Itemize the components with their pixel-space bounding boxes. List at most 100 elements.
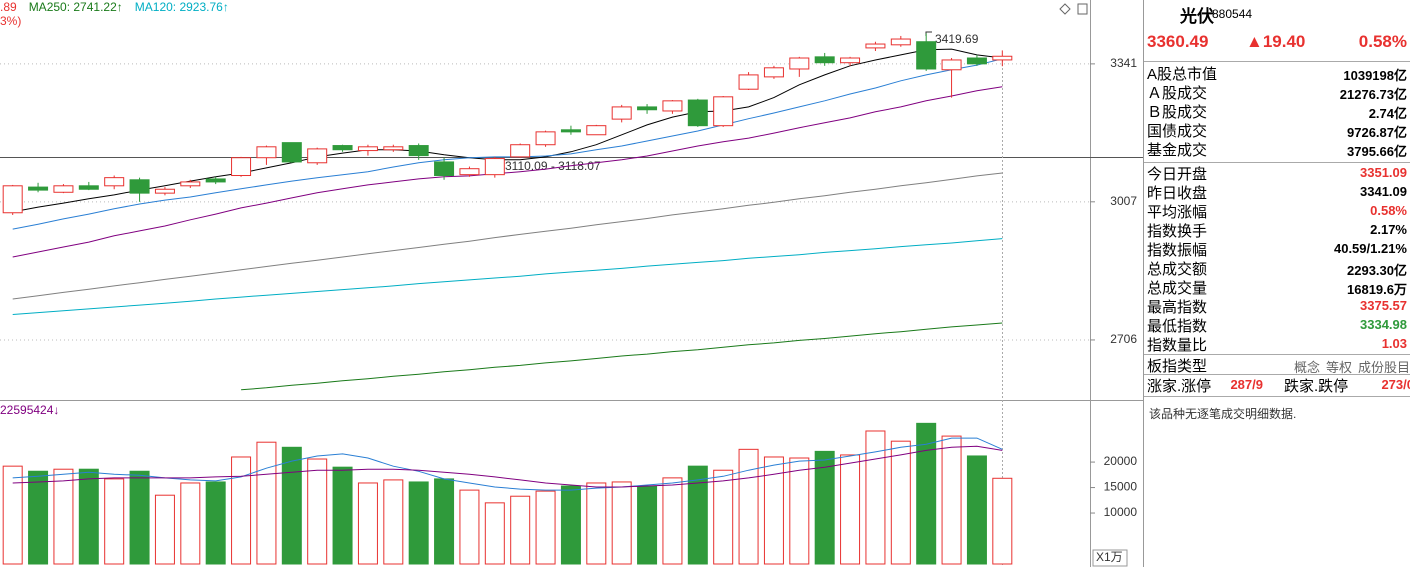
- candle-body: [256, 146, 277, 159]
- volume-bar: [941, 435, 962, 565]
- row-value: 3341.09: [1360, 184, 1407, 199]
- y-tick-label: 15000: [1104, 480, 1138, 494]
- candle-body: [78, 185, 99, 190]
- volume-bar: [687, 465, 708, 565]
- candle-body: [840, 57, 861, 64]
- volume-bar: [53, 468, 74, 565]
- volume-bar: [890, 440, 911, 565]
- candle-body: [586, 125, 607, 136]
- candle-body: [763, 67, 784, 78]
- row-label: 指数量比: [1147, 337, 1208, 354]
- row-value: 0.58%: [1370, 203, 1407, 218]
- row-label: 基金成交: [1147, 142, 1208, 159]
- legend-item: 3%): [0, 14, 21, 28]
- y-tick-label: 2706: [1110, 332, 1137, 346]
- volume-bar: [28, 470, 49, 565]
- row-value: 40.59/1.21%: [1333, 241, 1407, 256]
- row-label: A股总市值: [1147, 66, 1218, 83]
- y-tick-label: 3341: [1110, 56, 1137, 70]
- candle-body: [408, 145, 429, 157]
- change-pct: 0.58%: [1358, 32, 1407, 51]
- breadth-down-label: 跌家.跌停: [1284, 378, 1349, 395]
- volume-bar: [307, 458, 328, 565]
- candle-body: [865, 43, 886, 49]
- volume-bar: [383, 479, 404, 565]
- volume-bar: [484, 502, 505, 565]
- icon-window[interactable]: [1077, 3, 1088, 15]
- annotation-pointer: [925, 31, 932, 36]
- ma-line: [12, 172, 1003, 300]
- volume-bar: [966, 455, 987, 565]
- ma-line: [12, 445, 1003, 488]
- volume-bar: [332, 466, 353, 565]
- row-value: 3795.66亿: [1347, 144, 1407, 159]
- row-label: 国债成交: [1147, 123, 1208, 140]
- volume-bar: [357, 482, 378, 565]
- row-value: 3334.98: [1360, 317, 1407, 332]
- separator: [1144, 354, 1410, 355]
- candle-body: [2, 185, 23, 214]
- candle-body: [535, 131, 556, 146]
- row-label: Ｂ股成交: [1147, 104, 1208, 121]
- row-value: 3351.09: [1360, 165, 1407, 180]
- icon-diamond[interactable]: [1059, 3, 1071, 15]
- volume-bar: [129, 470, 150, 565]
- y-tick-label: 10000: [1104, 505, 1138, 519]
- candle-body: [154, 188, 175, 194]
- volume-bar: [459, 489, 480, 565]
- breadth-down-value: 273/0: [1381, 377, 1410, 392]
- candle-body: [966, 57, 987, 65]
- volume-bar: [789, 457, 810, 565]
- volume-bar: [2, 465, 23, 565]
- volume-bar: [662, 477, 683, 565]
- breadth-up-value: 287/9: [1230, 377, 1263, 392]
- volume-bar: [535, 490, 556, 565]
- candle-body: [662, 100, 683, 112]
- legend-item: .89: [0, 0, 17, 14]
- volume-bar: [560, 485, 581, 565]
- ma-line: [12, 238, 1003, 315]
- candle-body: [104, 177, 125, 187]
- candle-body: [205, 178, 226, 183]
- unit-box: [1092, 549, 1128, 567]
- row-label: 昨日收盘: [1147, 185, 1208, 202]
- candle-body: [129, 179, 150, 194]
- candle-body: [890, 38, 911, 46]
- volume-bar: [637, 485, 658, 565]
- volume-bar: [205, 481, 226, 565]
- volume-bar: [586, 482, 607, 565]
- sector-option[interactable]: 等权: [1326, 360, 1353, 375]
- sector-option[interactable]: 成份股目: [1358, 360, 1410, 375]
- row-label: 平均涨幅: [1147, 204, 1208, 221]
- candle-body: [357, 146, 378, 152]
- row-label: 指数换手: [1147, 223, 1208, 240]
- row-label: 总成交额: [1147, 261, 1208, 278]
- candle-body: [281, 142, 302, 163]
- candle-body: [738, 74, 759, 90]
- volume-bar: [180, 482, 201, 565]
- row-value: 2.17%: [1370, 222, 1407, 237]
- volume-bar: [611, 481, 632, 565]
- price: 3360.49: [1147, 32, 1209, 51]
- row-value: 2293.30亿: [1347, 263, 1407, 278]
- info-panel: 光伏 880544 3360.49 ▲19.40 0.58% A股总市值 1039198亿 Ａ…: [1143, 0, 1410, 567]
- volume-unit: X1万: [1096, 550, 1123, 564]
- row-value: 9726.87亿: [1347, 125, 1407, 140]
- row-value: 16819.6万: [1347, 282, 1407, 297]
- row-label: 最低指数: [1147, 318, 1208, 335]
- annotation-range: 3110.09 - 3118.07: [505, 159, 601, 173]
- candle-body: [789, 57, 810, 70]
- y-tick-label: 20000: [1104, 454, 1138, 468]
- volume-bar: [434, 478, 455, 565]
- volume-bar: [916, 422, 937, 565]
- candle-body: [307, 148, 328, 164]
- candle-body: [941, 59, 962, 71]
- candle-body: [510, 144, 531, 158]
- candle-body: [814, 56, 835, 64]
- volume-bar: [814, 450, 835, 565]
- ma-line: [12, 58, 1003, 230]
- stock-code: 880544: [1212, 7, 1253, 21]
- breadth-up-label: 涨家.涨停: [1147, 378, 1212, 395]
- sector-option[interactable]: 概念: [1294, 360, 1321, 375]
